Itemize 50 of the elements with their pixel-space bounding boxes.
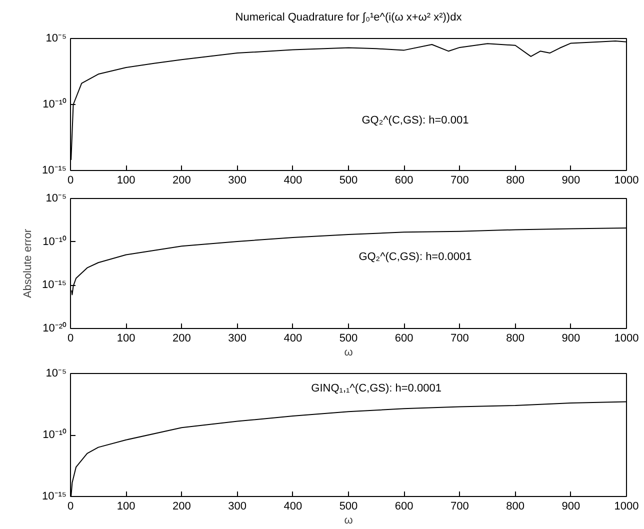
x-tick-label: 1000 [614, 174, 639, 186]
x-tick-label: 500 [339, 332, 358, 344]
x-tick-label: 200 [172, 332, 191, 344]
y-tick-label: 10⁻¹⁰ [42, 98, 67, 110]
y-axis-title: Absolute error [22, 228, 34, 298]
x-tick-label: 0 [67, 174, 74, 186]
x-tick-label: 1000 [614, 500, 639, 512]
x-tick-label: 900 [562, 500, 580, 512]
annotation: GQ₂^(C,GS): h=0.001 [362, 114, 469, 126]
x-tick-label: 400 [284, 332, 302, 344]
x-tick-label: 100 [116, 332, 136, 344]
x-tick-label: 800 [506, 174, 524, 186]
x-tick-label: 600 [394, 332, 414, 344]
x-tick-label: 800 [506, 500, 524, 512]
x-tick-label: 900 [562, 174, 580, 186]
x-tick-label: 200 [172, 500, 191, 512]
x-tick-label: 200 [172, 174, 191, 186]
y-tick-label: 10⁻⁵ [46, 368, 66, 380]
y-tick-label: 10⁻⁵ [46, 32, 66, 44]
x-tick-label: 300 [228, 500, 246, 512]
x-tick-label: 700 [450, 174, 469, 186]
y-tick-label: 10⁻¹⁰ [42, 234, 67, 248]
x-tick-label: 300 [228, 332, 246, 344]
x-tick-label: 300 [228, 174, 246, 186]
x-tick-label: 0 [67, 332, 74, 344]
x-tick-label: 600 [394, 174, 414, 186]
y-tick-label: 10⁻⁵ [46, 192, 66, 204]
chart-title: Numerical Quadrature for ∫₀¹e^(i(ω x+ω² x²))dx [235, 11, 462, 24]
y-tick-label: 10⁻¹⁵ [42, 164, 67, 176]
x-tick-label: 400 [284, 500, 302, 512]
y-tick-label: 10⁻²⁰ [42, 322, 67, 334]
y-tick-label: 10⁻¹⁵ [42, 279, 67, 292]
x-tick-label: 500 [339, 500, 358, 512]
x-tick-label: 800 [506, 332, 524, 344]
x-tick-label: 0 [67, 500, 74, 512]
annotation: GQ₂^(C,GS): h=0.0001 [358, 251, 472, 263]
x-tick-label: 600 [394, 500, 414, 512]
x-tick-label: 100 [116, 174, 136, 186]
x-tick-label: 100 [116, 500, 136, 512]
x-axis-title: ω [344, 514, 354, 526]
x-tick-label: 500 [339, 174, 358, 186]
x-tick-label: 700 [450, 500, 469, 512]
x-tick-label: 700 [450, 332, 469, 344]
x-tick-label: 400 [284, 174, 302, 186]
annotation: GINQ₁,₁^(C,GS): h=0.0001 [311, 382, 442, 394]
x-tick-label: 900 [562, 332, 580, 344]
y-tick-label: 10⁻¹⁵ [42, 490, 67, 502]
x-tick-label: 1000 [614, 332, 639, 344]
x-axis-title: ω [344, 346, 354, 358]
y-tick-label: 10⁻¹⁰ [42, 428, 67, 441]
